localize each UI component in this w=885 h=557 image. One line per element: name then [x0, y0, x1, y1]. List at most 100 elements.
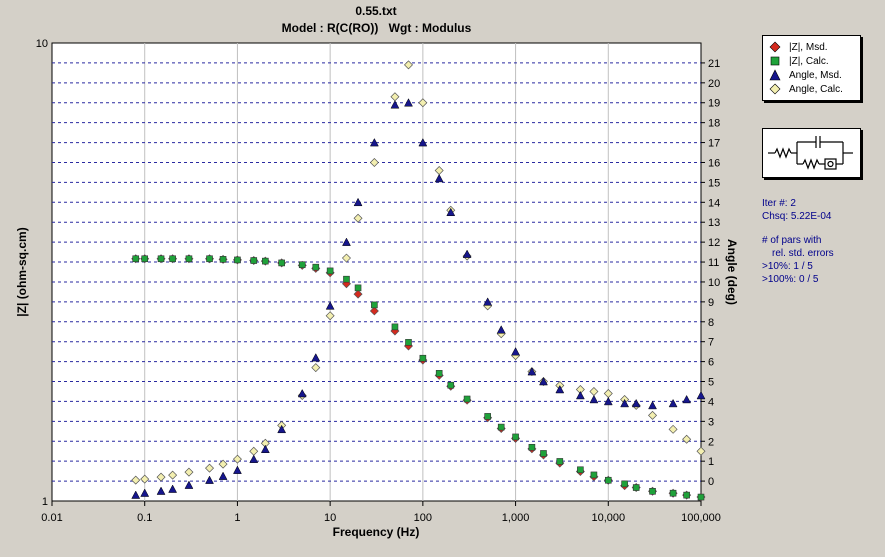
angle-calculated-point [205, 463, 215, 473]
angle-calculated-point [131, 475, 141, 485]
y-right-tick-label: 0 [708, 476, 714, 488]
y-left-tick-label: 10 [36, 38, 48, 50]
z-calculated-point [649, 487, 656, 495]
pars-gt10: >10%: 1 / 5 [762, 261, 813, 272]
angle-measured-point [277, 424, 287, 434]
angle-measured-point [682, 394, 692, 404]
angle-measured-point [353, 197, 363, 207]
y-right-tick-label: 13 [708, 217, 720, 229]
angle-measured-point [369, 138, 379, 147]
equivalent-circuit-icon [768, 136, 853, 170]
z-calculated-point [577, 466, 584, 474]
z-calculated-point [326, 267, 334, 275]
z-calculated-point [206, 255, 213, 263]
z-calculated-point [250, 257, 258, 264]
angle-measured-point [511, 347, 520, 356]
angle-measured-point [527, 367, 537, 376]
y-right-tick-label: 10 [708, 277, 720, 289]
x-tick-label: 0.01 [41, 512, 62, 524]
y-left-axis-label: |Z| (ohm-sq.cm) [15, 227, 29, 316]
z-calculated-point [590, 471, 598, 479]
z-calculated-point [262, 257, 269, 265]
angle-measured-point [140, 488, 150, 497]
y-right-tick-label: 12 [708, 237, 720, 249]
angle-calculated-point [404, 60, 413, 70]
angle-measured-point [131, 490, 141, 499]
z-calculated-point [169, 255, 176, 263]
x-tick-label: 10 [324, 512, 336, 524]
legend-item-z-measured: |Z|, Msd. [769, 40, 828, 54]
y-right-tick-label: 3 [708, 416, 714, 428]
y-right-tick-label: 17 [708, 138, 720, 150]
grid-lines [52, 43, 701, 501]
angle-calculated-point [140, 474, 150, 484]
angle-calculated-point [184, 467, 194, 477]
z-calculated-point [447, 381, 455, 389]
plot-area [51, 42, 702, 502]
angle-measured-point [260, 444, 270, 453]
x-tick-label: 100 [414, 512, 432, 524]
angle-measured-point [575, 390, 585, 400]
angle-calculated-point [353, 213, 363, 223]
angle-measured-point [620, 398, 630, 408]
x-tick-label: 1,000 [502, 512, 530, 524]
z-calculated-point [683, 491, 690, 499]
angle-calculated-point [156, 472, 166, 482]
z-calculated-point [185, 255, 193, 263]
angle-calculated-point [682, 434, 692, 444]
y-left-tick-label: 1 [42, 496, 48, 508]
z-calculated-point [463, 395, 471, 403]
angle-measured-point [233, 465, 242, 474]
z-calculated-point [312, 263, 320, 271]
x-tick-label: 0.1 [137, 512, 152, 524]
x-tick-label: 1 [234, 512, 240, 524]
angle-measured-point [434, 173, 444, 183]
z-measured-point [353, 289, 363, 299]
series-markers [131, 60, 706, 502]
angle-measured-point [156, 486, 166, 495]
z-calculated-point [419, 354, 427, 362]
y-right-tick-label: 2 [708, 436, 714, 448]
x-tick-labels: 0.01 0.1 1 10 100 1,000 10,000 100,000 [41, 501, 721, 524]
y-right-tick-label: 8 [708, 317, 714, 329]
angle-measured-point [589, 394, 599, 404]
y-left-tick-labels: 1 10 [36, 38, 48, 508]
angle-calculated-point [648, 410, 658, 420]
z-calculated-point [512, 433, 519, 441]
z-calculated-point [343, 275, 350, 283]
z-calculated-point [497, 423, 505, 431]
y-right-tick-label: 1 [708, 456, 714, 468]
angle-measured-point [539, 376, 548, 386]
y-right-tick-label: 4 [708, 396, 714, 408]
angle-measured-point [418, 138, 428, 147]
angle-measured-point [325, 301, 335, 310]
y-right-tick-label: 18 [708, 118, 720, 130]
y-right-tick-label: 6 [708, 357, 714, 369]
y-right-axis-label: Angle (deg) [725, 239, 739, 305]
z-calculated-point [669, 489, 677, 497]
y-right-tick-label: 16 [708, 157, 720, 169]
angle-calculated-point [668, 424, 678, 434]
legend-item-z-calculated: |Z|, Calc. [769, 54, 829, 68]
angle-calculated-point [696, 446, 706, 456]
legend-label: Angle, Calc. [789, 83, 843, 95]
z-calculated-point [556, 458, 564, 465]
z-calculated-point [298, 261, 306, 269]
pars-header: # of pars with [762, 235, 822, 246]
angle-measured-point [603, 396, 613, 406]
z-calculated-point [157, 255, 165, 263]
y-right-tick-label: 7 [708, 337, 714, 349]
legend-label: |Z|, Msd. [789, 41, 828, 53]
yellow-diamond-icon [769, 83, 781, 95]
angle-measured-point [168, 484, 178, 493]
angle-measured-point [648, 400, 657, 410]
y-right-tick-label: 21 [708, 58, 720, 70]
angle-calculated-point [218, 459, 228, 469]
chart-title: 0.55.txt [355, 4, 396, 18]
z-calculated-point [132, 255, 140, 263]
z-calculated-point [391, 323, 399, 331]
z-calculated-point [354, 284, 362, 292]
angle-measured-point [297, 388, 307, 398]
angle-measured-point [555, 384, 565, 394]
